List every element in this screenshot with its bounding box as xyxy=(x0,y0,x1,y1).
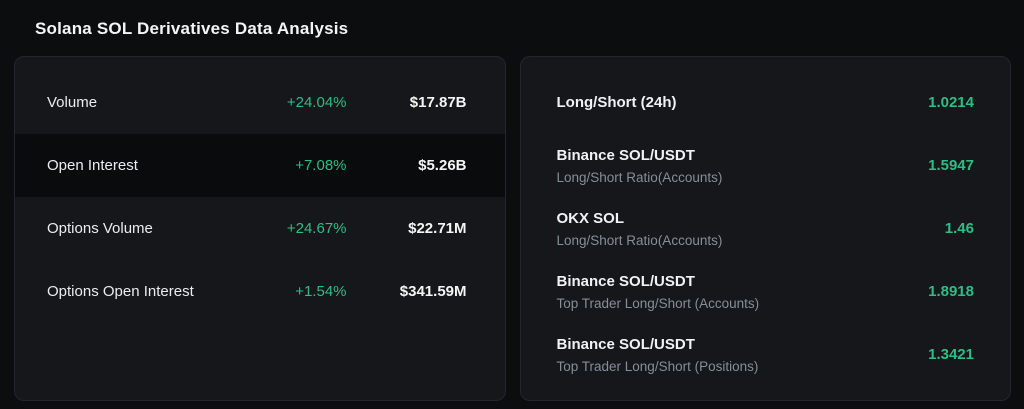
ratio-row-okx-ls-accounts[interactable]: OKX SOL Long/Short Ratio(Accounts) 1.46 xyxy=(521,197,1011,260)
stat-label: Volume xyxy=(47,94,98,111)
ratio-title: OKX SOL xyxy=(556,209,625,227)
stat-label: Options Volume xyxy=(47,220,153,237)
ratio-text: Binance SOL/USDT Long/Short Ratio(Accoun… xyxy=(557,147,929,185)
stat-value: $341.59M xyxy=(399,283,467,300)
ratio-subtitle: Top Trader Long/Short (Positions) xyxy=(556,358,759,374)
ratio-row-binance-top-trader-positions[interactable]: Binance SOL/USDT Top Trader Long/Short (… xyxy=(521,323,1011,386)
long-short-ratios-panel: Long/Short (24h) 1.0214 Binance SOL/USDT… xyxy=(519,56,1011,401)
ratio-title: Long/Short (24h) xyxy=(556,94,677,111)
ratio-text: Binance SOL/USDT Top Trader Long/Short (… xyxy=(557,273,929,311)
stat-value: $22.71M xyxy=(408,220,467,237)
panels-container: Volume +24.04% $17.87B Open Interest +7.… xyxy=(0,39,1024,401)
stat-label: Open Interest xyxy=(47,157,138,174)
ratio-text: Long/Short (24h) xyxy=(557,94,929,111)
ratio-value: 1.46 xyxy=(944,220,974,237)
ratio-row-binance-ls-accounts[interactable]: Binance SOL/USDT Long/Short Ratio(Accoun… xyxy=(521,134,1011,197)
stat-change: +7.08% xyxy=(295,157,347,174)
stat-row-options-open-interest[interactable]: Options Open Interest +1.54% $341.59M xyxy=(15,260,505,323)
stat-change: +1.54% xyxy=(295,283,347,300)
ratio-text: Binance SOL/USDT Top Trader Long/Short (… xyxy=(557,336,929,374)
stat-row-options-volume[interactable]: Options Volume +24.67% $22.71M xyxy=(15,197,505,260)
ratio-row-long-short-24h[interactable]: Long/Short (24h) 1.0214 xyxy=(521,71,1011,134)
derivatives-stats-panel: Volume +24.04% $17.87B Open Interest +7.… xyxy=(14,56,506,401)
stat-change: +24.04% xyxy=(286,94,347,111)
page-title: Solana SOL Derivatives Data Analysis xyxy=(35,19,349,38)
ratio-title: Binance SOL/USDT xyxy=(556,272,695,290)
ratio-subtitle: Long/Short Ratio(Accounts) xyxy=(556,169,723,185)
ratio-subtitle: Long/Short Ratio(Accounts) xyxy=(556,232,723,248)
stat-label: Options Open Interest xyxy=(47,283,194,300)
ratio-subtitle: Top Trader Long/Short (Accounts) xyxy=(556,295,760,311)
ratio-value: 1.5947 xyxy=(928,157,974,174)
ratio-title: Binance SOL/USDT xyxy=(556,146,695,164)
ratio-title: Binance SOL/USDT xyxy=(556,335,695,353)
stat-change: +24.67% xyxy=(286,220,347,237)
stat-value: $17.87B xyxy=(409,94,467,111)
ratio-value: 1.8918 xyxy=(928,283,974,300)
ratio-text: OKX SOL Long/Short Ratio(Accounts) xyxy=(557,210,945,248)
ratio-value: 1.3421 xyxy=(928,346,974,363)
ratio-row-binance-top-trader-accounts[interactable]: Binance SOL/USDT Top Trader Long/Short (… xyxy=(521,260,1011,323)
ratio-value: 1.0214 xyxy=(928,94,974,111)
stat-value: $5.26B xyxy=(418,157,467,174)
stat-row-open-interest[interactable]: Open Interest +7.08% $5.26B xyxy=(15,134,505,197)
stat-row-volume[interactable]: Volume +24.04% $17.87B xyxy=(15,71,505,134)
